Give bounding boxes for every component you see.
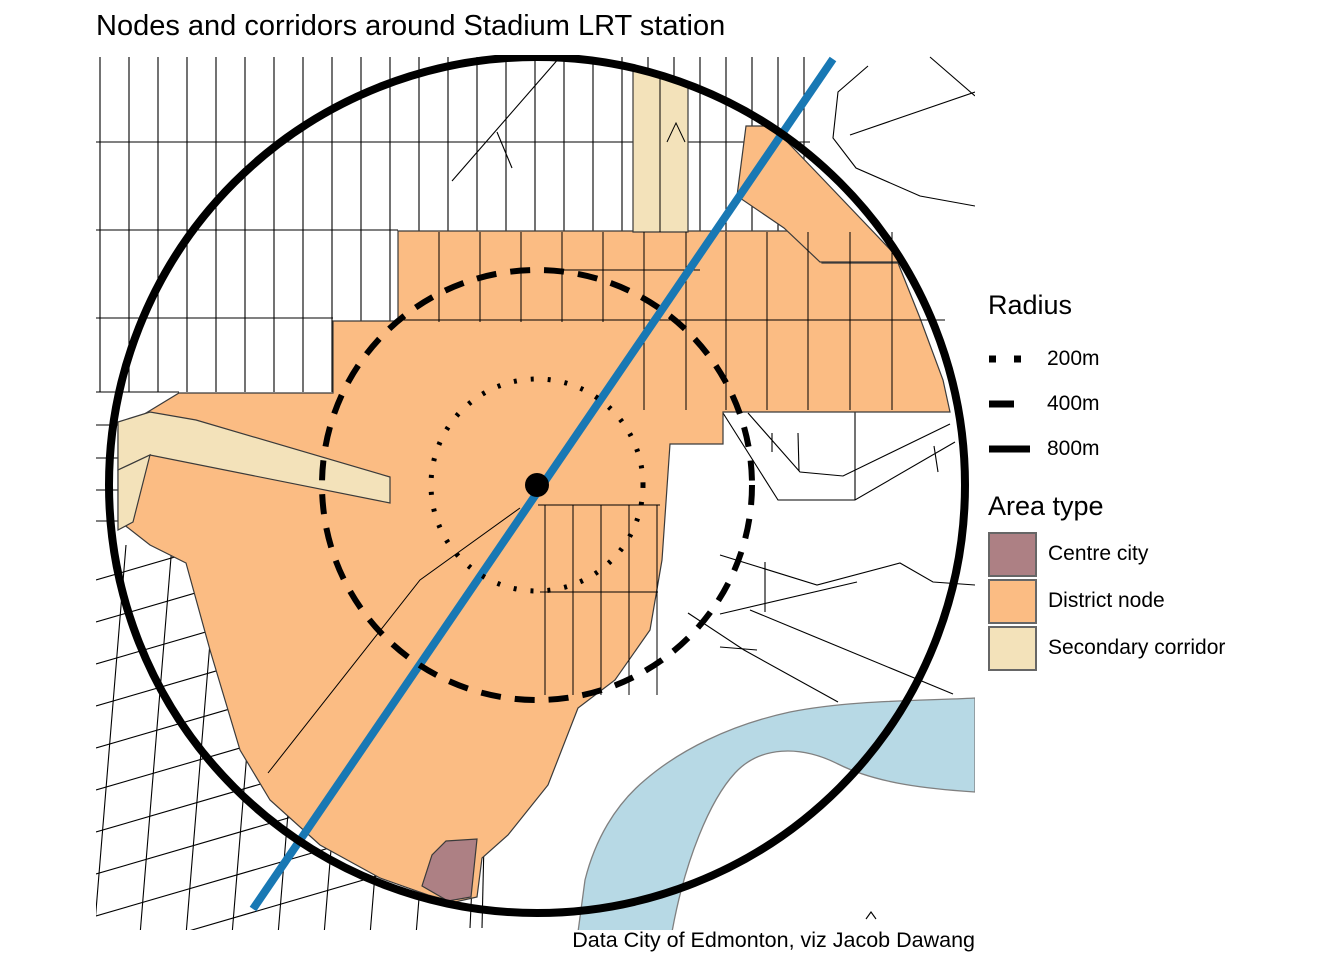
legend-item-label: 400m: [1047, 392, 1100, 415]
legend-item-label: 200m: [1047, 347, 1100, 370]
legend-area-heading: Area type: [988, 491, 1104, 521]
legend-item-label: Secondary corridor: [1048, 636, 1226, 659]
secondary-corridor-area-west-wedge: [117, 453, 151, 531]
dashed-line-icon: [989, 400, 1032, 408]
page-title: Nodes and corridors around Stadium LRT s…: [96, 10, 726, 42]
legend-item-centre-city: Centre city: [988, 531, 1338, 577]
legend-item-800m: 800m: [988, 436, 1338, 462]
radius-circle-400m: [319, 267, 755, 703]
legend-item-secondary-corridor: Secondary corridor: [988, 625, 1338, 671]
river: [577, 697, 975, 930]
legend: Radius 200m 400m 800m Area type Centre c…: [988, 290, 1338, 673]
legend-item-label: 800m: [1047, 437, 1100, 460]
caption: Data City of Edmonton, viz Jacob Dawang: [572, 928, 975, 952]
secondary-corridor-swatch: [988, 625, 1037, 671]
legend-item-label: Centre city: [1048, 542, 1149, 565]
district-node-swatch: [988, 578, 1037, 624]
legend-item-400m: 400m: [988, 391, 1338, 417]
radius-circle-800m: [105, 55, 969, 917]
legend-radius-heading: Radius: [988, 290, 1073, 320]
solid-line-icon: [989, 445, 1030, 453]
legend-item-200m: 200m: [988, 346, 1338, 372]
legend-item-district-node: District node: [988, 578, 1338, 624]
centre-city-swatch: [988, 531, 1037, 577]
legend-item-label: District node: [1048, 589, 1165, 612]
dotted-line-icon: [989, 355, 1032, 363]
station-point: [525, 473, 549, 497]
radius-circle-200m: [428, 376, 646, 594]
